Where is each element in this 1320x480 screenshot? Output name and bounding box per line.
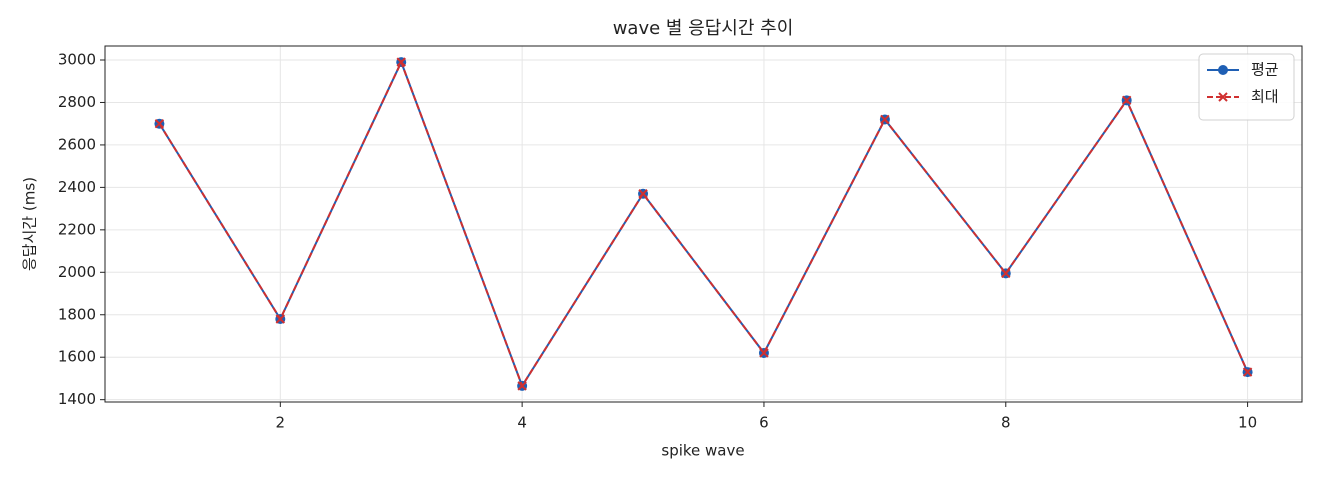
marker <box>517 381 527 391</box>
y-tick-label: 2200 <box>58 220 96 238</box>
x-tick-label: 2 <box>276 414 286 432</box>
series <box>154 57 1253 391</box>
y-tick-label: 1600 <box>58 348 96 366</box>
x-tick-label: 8 <box>1001 414 1011 432</box>
marker <box>154 118 165 129</box>
marker <box>638 189 648 199</box>
line <box>158 59 1249 389</box>
marker <box>1121 95 1132 106</box>
legend-label: 최대 <box>1251 88 1279 106</box>
y-tick-label: 2000 <box>58 263 96 281</box>
marker <box>396 57 406 67</box>
y-tick-label: 3000 <box>58 51 96 69</box>
series <box>154 57 1253 391</box>
x-axis-label: spike wave <box>661 442 744 460</box>
legend-box <box>1198 53 1295 121</box>
y-tick-label: 2600 <box>58 135 96 153</box>
x-tick-label: 4 <box>517 414 527 432</box>
marker <box>275 314 286 324</box>
line <box>158 59 1249 389</box>
y-tick-label: 1400 <box>58 390 96 408</box>
marker <box>1001 268 1011 279</box>
legend-marker <box>1218 65 1228 75</box>
plot-frame <box>104 45 1303 403</box>
x-tick-label: 6 <box>759 414 769 432</box>
legend-marker <box>1218 92 1228 102</box>
marker <box>759 348 769 358</box>
y-tick-label: 1800 <box>58 305 96 323</box>
marker <box>1242 367 1253 377</box>
chart-title: wave 별 응답시간 추이 <box>613 18 794 39</box>
y-axis-label: 응답시간 (ms) <box>21 177 39 271</box>
y-tick-label: 2400 <box>58 178 96 196</box>
x-tick-label: 10 <box>1238 414 1257 432</box>
legend-label: 평균 <box>1251 61 1279 79</box>
y-tick-label: 2800 <box>58 93 96 111</box>
marker <box>880 114 890 125</box>
